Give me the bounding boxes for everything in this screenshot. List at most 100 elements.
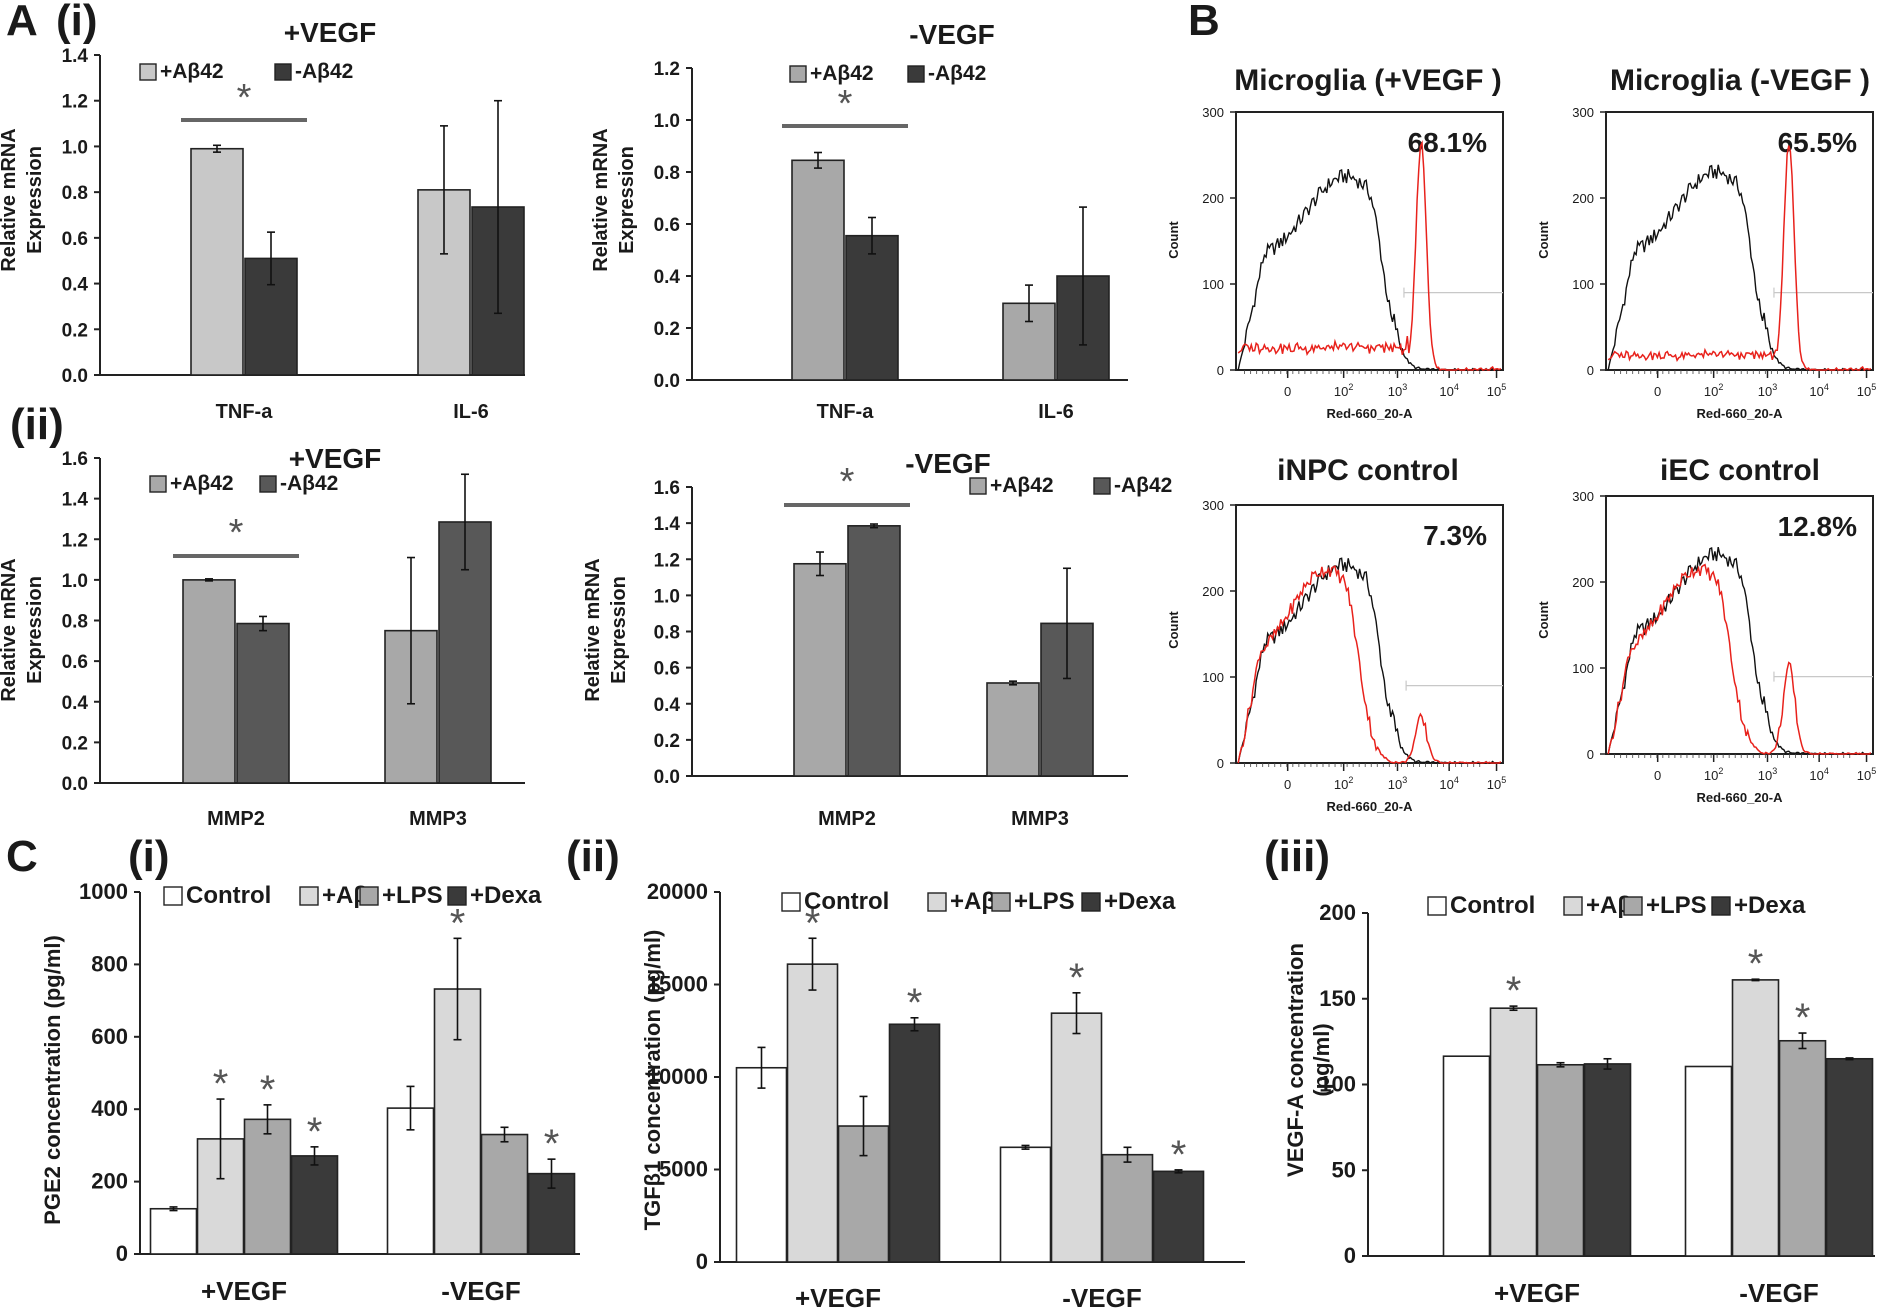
y-axis-label: Count: [1166, 221, 1181, 259]
stained-curve: [1607, 563, 1872, 755]
y-tick-label: 0.6: [62, 652, 88, 673]
bar: [735, 1066, 788, 1263]
legend-swatch: [274, 63, 292, 81]
histogram-title: iNPC control: [1277, 454, 1459, 487]
y-tick-label: 0.0: [62, 774, 88, 795]
category-label: MMP2: [818, 808, 876, 830]
y-axis-label: Expression: [24, 146, 46, 254]
y-tick-label: 1.0: [62, 571, 88, 592]
x-tick-label: 104: [1439, 775, 1458, 792]
y-tick-label: 0.4: [62, 275, 89, 296]
bar: [243, 1118, 292, 1255]
x-tick-label: 102: [1704, 766, 1723, 783]
y-tick-label: 0.8: [62, 183, 88, 204]
y-tick-label: 100: [1319, 1072, 1356, 1097]
chart-title: -VEGF: [905, 448, 991, 479]
legend-label: +Aβ42: [170, 472, 234, 495]
y-tick-label: 0.0: [62, 366, 88, 387]
bar: [190, 147, 244, 376]
chart-C-ii: 0 5000 10000 15000 20000 TGFβ1 concentration …: [640, 879, 1245, 1313]
legend-label: +Dexa: [470, 882, 542, 909]
x-tick-label: 103: [1758, 766, 1777, 783]
gated-percent: 12.8%: [1778, 511, 1857, 542]
bar: [1489, 1007, 1538, 1257]
legend-label: -Aβ42: [1114, 474, 1172, 497]
chart-C-i: 0 200 400 600 800 1000 PGE2 concentration (pg/…: [40, 879, 580, 1306]
legend-swatch: [447, 886, 467, 906]
y-tick-label: 800: [91, 951, 128, 976]
legend-swatch: [1427, 896, 1447, 916]
legend-label: +Aβ: [950, 888, 996, 915]
y-tick-label: 50: [1332, 1157, 1356, 1182]
legend-swatch: [1623, 896, 1643, 916]
bar: [480, 1133, 529, 1255]
stained-curve: [1607, 145, 1872, 372]
legend-label: +LPS: [382, 882, 443, 909]
category-label: MMP3: [409, 808, 467, 830]
control-curve: [1607, 546, 1871, 755]
significance-star: *: [840, 461, 855, 503]
category-label: MMP3: [1011, 808, 1069, 830]
y-axis-label: PGE2 concentration (pg/ml): [40, 935, 65, 1225]
y-tick-label: 1.6: [62, 449, 88, 470]
category-label: +VEGF: [1494, 1278, 1580, 1308]
legend-label: +Dexa: [1734, 892, 1806, 919]
panel-label-b: B: [1188, 0, 1220, 45]
bar: [1684, 1065, 1733, 1257]
x-tick-label: 103: [1388, 775, 1407, 792]
chart-A-i-minusVEGF: 0.0 0.2 0.4 0.6 0.8 1.0 1.2 Relative mRNA Expres…: [590, 19, 1128, 423]
legend-label: -Aβ42: [928, 62, 986, 85]
y-tick-label: 0.6: [654, 215, 680, 236]
plot-frame: [1605, 111, 1874, 371]
chart-A-i-plusVEGF: 0.0 0.2 0.4 0.6 0.8 1.0 1.2 1.4 Relative mRNA Exp…: [0, 17, 525, 423]
category-label: IL-6: [453, 401, 489, 423]
y-tick-label: 1.0: [654, 111, 680, 132]
chart-title: +VEGF: [284, 17, 377, 48]
control-curve: [1237, 557, 1501, 764]
y-tick-label: 1.2: [62, 92, 88, 113]
significance-star: *: [1506, 969, 1522, 1013]
y-tick-label: 100: [1202, 277, 1224, 292]
y-tick-label: 200: [1572, 191, 1594, 206]
y-tick-label: 200: [1202, 584, 1224, 599]
y-axis-label: Expression: [24, 576, 46, 684]
significance-star: *: [838, 83, 853, 125]
x-tick-label: 0: [1654, 384, 1661, 399]
y-tick-label: 1.0: [654, 586, 680, 607]
category-label: IL-6: [1038, 401, 1074, 423]
y-tick-label: 1.4: [62, 490, 89, 511]
bar: [786, 963, 839, 1263]
panel-label-c-i: (i): [128, 832, 170, 881]
significance-star: *: [1795, 996, 1811, 1040]
y-tick-label: 1.2: [654, 59, 680, 80]
y-tick-label: 100: [1202, 670, 1224, 685]
y-tick-label: 5000: [659, 1157, 708, 1182]
y-tick-label: 200: [1572, 575, 1594, 590]
x-tick-label: 105: [1857, 766, 1876, 783]
bar: [1583, 1063, 1632, 1257]
legend-label: +Aβ42: [810, 62, 874, 85]
y-tick-label: 0: [696, 1249, 708, 1274]
bar: [1442, 1055, 1491, 1257]
y-tick-label: 300: [1572, 489, 1594, 504]
legend-label: Control: [1450, 892, 1535, 919]
significance-star: *: [1748, 942, 1764, 986]
x-axis-label: Red-660_20-A: [1697, 790, 1784, 805]
bar: [791, 159, 845, 381]
legend-swatch: [969, 477, 987, 495]
bar: [290, 1155, 339, 1255]
y-tick-label: 200: [91, 1169, 128, 1194]
panel-label-a-ii: (ii): [10, 400, 64, 449]
bar: [149, 1207, 198, 1255]
y-tick-label: 0.0: [654, 767, 680, 788]
y-tick-label: 1.6: [654, 478, 680, 499]
control-curve: [1607, 164, 1871, 371]
y-tick-label: 300: [1572, 105, 1594, 120]
category-label: -VEGF: [1062, 1283, 1141, 1313]
y-tick-label: 0.2: [62, 320, 88, 341]
histogram-B-inpc: iNPC control 7.3% 0 100 200 300 Count 0 102 103 10…: [1166, 454, 1506, 814]
y-tick-label: 1.4: [654, 514, 681, 535]
x-tick-label: 104: [1809, 382, 1828, 399]
significance-star: *: [229, 512, 244, 554]
stained-curve: [1237, 139, 1502, 372]
